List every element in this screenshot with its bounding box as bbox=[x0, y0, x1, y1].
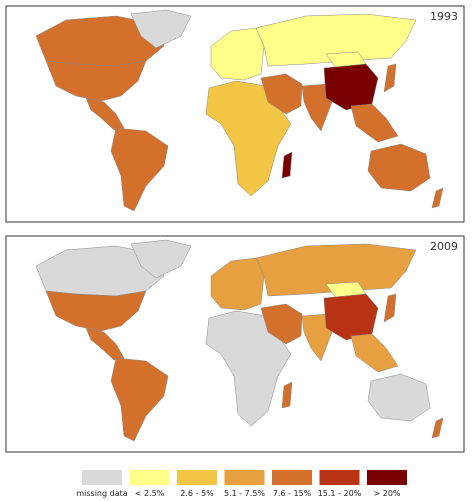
legend-swatch bbox=[224, 470, 265, 485]
japan bbox=[383, 63, 397, 93]
legend-swatch bbox=[319, 470, 360, 485]
madagascar bbox=[281, 381, 293, 409]
legend-label: < 2.5% bbox=[135, 489, 165, 498]
legend-label: missing data bbox=[76, 489, 127, 498]
usa bbox=[45, 60, 147, 102]
madagascar bbox=[281, 151, 293, 179]
legend-label: 5.1 - 7.5% bbox=[224, 489, 265, 498]
map-2009 bbox=[35, 239, 444, 442]
greenland bbox=[130, 239, 192, 279]
map-year: 1993 bbox=[430, 10, 458, 23]
legend-label: > 20% bbox=[373, 489, 400, 498]
europe bbox=[210, 257, 265, 311]
australia bbox=[367, 143, 431, 192]
greenland bbox=[130, 9, 192, 49]
legend-swatch bbox=[129, 470, 170, 485]
map-year: 2009 bbox=[430, 240, 458, 253]
legend-swatch bbox=[82, 470, 122, 485]
south-america bbox=[110, 127, 169, 212]
legend-label: 2.6 - 5% bbox=[180, 489, 214, 498]
russia bbox=[255, 13, 417, 67]
russia bbox=[255, 243, 417, 297]
se-asia bbox=[350, 333, 399, 373]
new-zealand bbox=[431, 417, 444, 439]
map-1993 bbox=[35, 9, 444, 212]
se-asia bbox=[350, 103, 399, 143]
middle-east bbox=[260, 303, 303, 345]
japan bbox=[383, 293, 397, 323]
legend-swatch bbox=[177, 470, 217, 485]
middle-east bbox=[260, 73, 303, 115]
europe bbox=[210, 27, 265, 81]
south-america bbox=[110, 357, 169, 442]
legend: missing data < 2.5% 2.6 - 5% 5.1 - 7.5% 7.6 … bbox=[76, 470, 407, 498]
legend-label: 15.1 - 20% bbox=[318, 489, 362, 498]
legend-swatch bbox=[272, 470, 312, 485]
legend-label: 7.6 - 15% bbox=[273, 489, 312, 498]
australia bbox=[367, 373, 431, 422]
usa bbox=[45, 290, 147, 332]
new-zealand bbox=[431, 187, 444, 209]
legend-swatch bbox=[367, 470, 407, 485]
